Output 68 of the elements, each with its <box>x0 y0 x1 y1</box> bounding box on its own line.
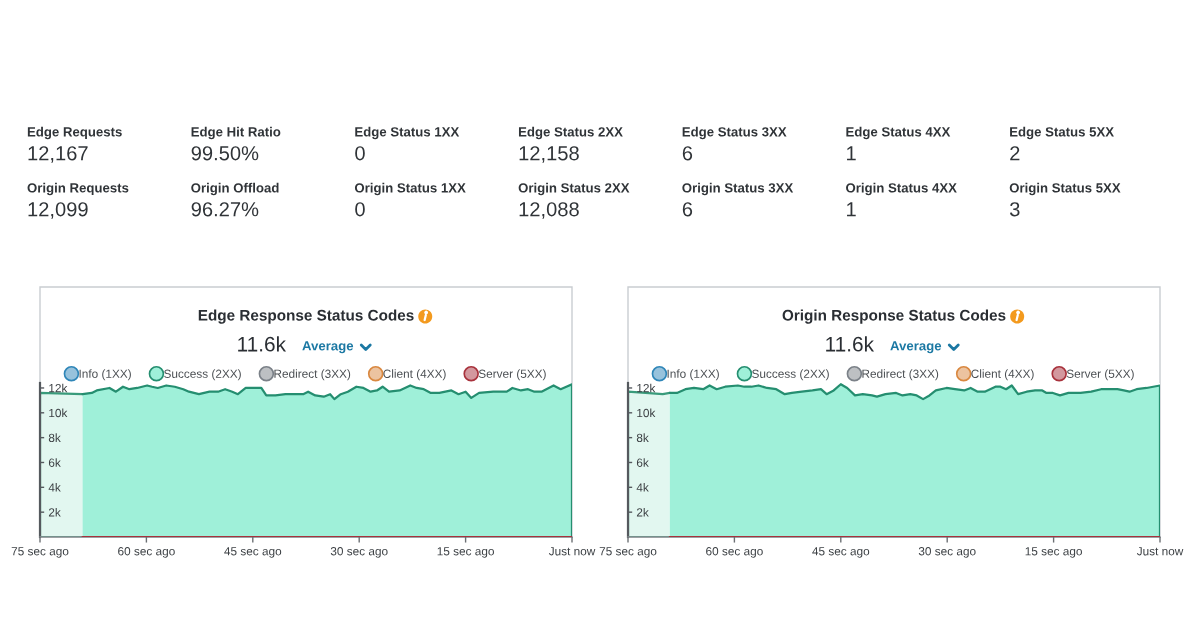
legend-label: Server (5XX) <box>478 369 546 381</box>
x-tick-label: 30 sec ago <box>330 547 388 558</box>
chart-title: Edge Response Status Codes <box>198 309 414 324</box>
x-tick-label: 60 sec ago <box>706 547 763 558</box>
text: 12,158 <box>519 146 579 163</box>
y-tick-label: 8k <box>48 433 61 443</box>
text: 12,088 <box>519 202 579 219</box>
text: Origin Offload <box>191 182 279 196</box>
text: Edge Hit Ratio <box>191 126 281 140</box>
text: Edge Status 1XX <box>355 126 460 140</box>
x-tick-label: 45 sec ago <box>812 547 870 558</box>
text: 99.50% <box>191 146 259 161</box>
legend-label: Info (1XX) <box>79 369 131 381</box>
text: 96.27% <box>191 202 259 217</box>
text: 6 <box>682 146 693 161</box>
chart-subtitle: 11.6k <box>238 336 287 352</box>
text: Edge Status 2XX <box>518 126 623 140</box>
text: Origin Status 1XX <box>354 182 466 196</box>
legend-label: Server (5XX) <box>1066 369 1134 381</box>
x-tick-label: 75 sec ago <box>11 547 69 558</box>
text: Edge Requests <box>27 126 122 140</box>
text: Average <box>302 341 354 354</box>
x-tick-label: 75 sec ago <box>599 547 657 558</box>
y-tick-label: 4k <box>48 483 61 492</box>
chart-subtitle: 11.6k <box>826 336 875 352</box>
text: Origin Status 4XX <box>846 182 957 196</box>
text: Origin Requests <box>27 182 129 196</box>
legend-label: Client (4XX) <box>383 369 446 381</box>
text: Origin Status 5XX <box>1009 182 1121 196</box>
y-tick-label: 10k <box>49 408 68 418</box>
y-tick-label: 6k <box>48 458 61 467</box>
y-tick-label: 10k <box>637 408 656 418</box>
x-tick-label: 15 sec ago <box>437 547 494 558</box>
text: 12,167 <box>28 146 88 163</box>
text: 3 <box>1009 202 1020 217</box>
legend-label: Client (4XX) <box>971 369 1034 381</box>
text: Origin Status 2XX <box>518 182 630 196</box>
text: 0 <box>355 146 365 161</box>
y-tick-label: 4k <box>636 483 649 492</box>
text: 12,099 <box>28 202 88 219</box>
text: 0 <box>355 202 365 217</box>
chart-title: Origin Response Status Codes <box>782 309 1006 324</box>
text: 6 <box>682 202 693 217</box>
y-tick-label: 2k <box>636 507 649 517</box>
text: Edge Status 3XX <box>682 126 787 140</box>
text: Average <box>890 341 942 354</box>
y-tick-label: 12k <box>49 383 68 393</box>
legend-label: Success (2XX) <box>164 369 241 381</box>
y-tick-label: 8k <box>636 433 649 443</box>
y-tick-label: 2k <box>48 507 61 517</box>
legend-label: Success (2XX) <box>752 369 829 381</box>
text: Edge Status 5XX <box>1010 126 1114 140</box>
legend-label: Redirect (3XX) <box>274 369 351 381</box>
text: Edge Status 4XX <box>846 126 951 140</box>
x-tick-label: 30 sec ago <box>918 547 976 558</box>
text: 1 <box>847 146 856 161</box>
x-tick-label: 15 sec ago <box>1025 547 1082 558</box>
legend-label: Redirect (3XX) <box>862 369 939 381</box>
legend-label: Info (1XX) <box>667 369 719 381</box>
text: Origin Status 3XX <box>682 182 794 196</box>
y-tick-label: 12k <box>637 383 656 393</box>
text: 2 <box>1010 146 1020 161</box>
x-tick-label: Just now <box>1136 547 1184 556</box>
y-tick-label: 6k <box>636 458 649 467</box>
x-tick-label: 45 sec ago <box>224 547 282 558</box>
x-tick-label: Just now <box>548 547 596 556</box>
x-tick-label: 60 sec ago <box>118 547 175 558</box>
text: 1 <box>847 202 856 217</box>
